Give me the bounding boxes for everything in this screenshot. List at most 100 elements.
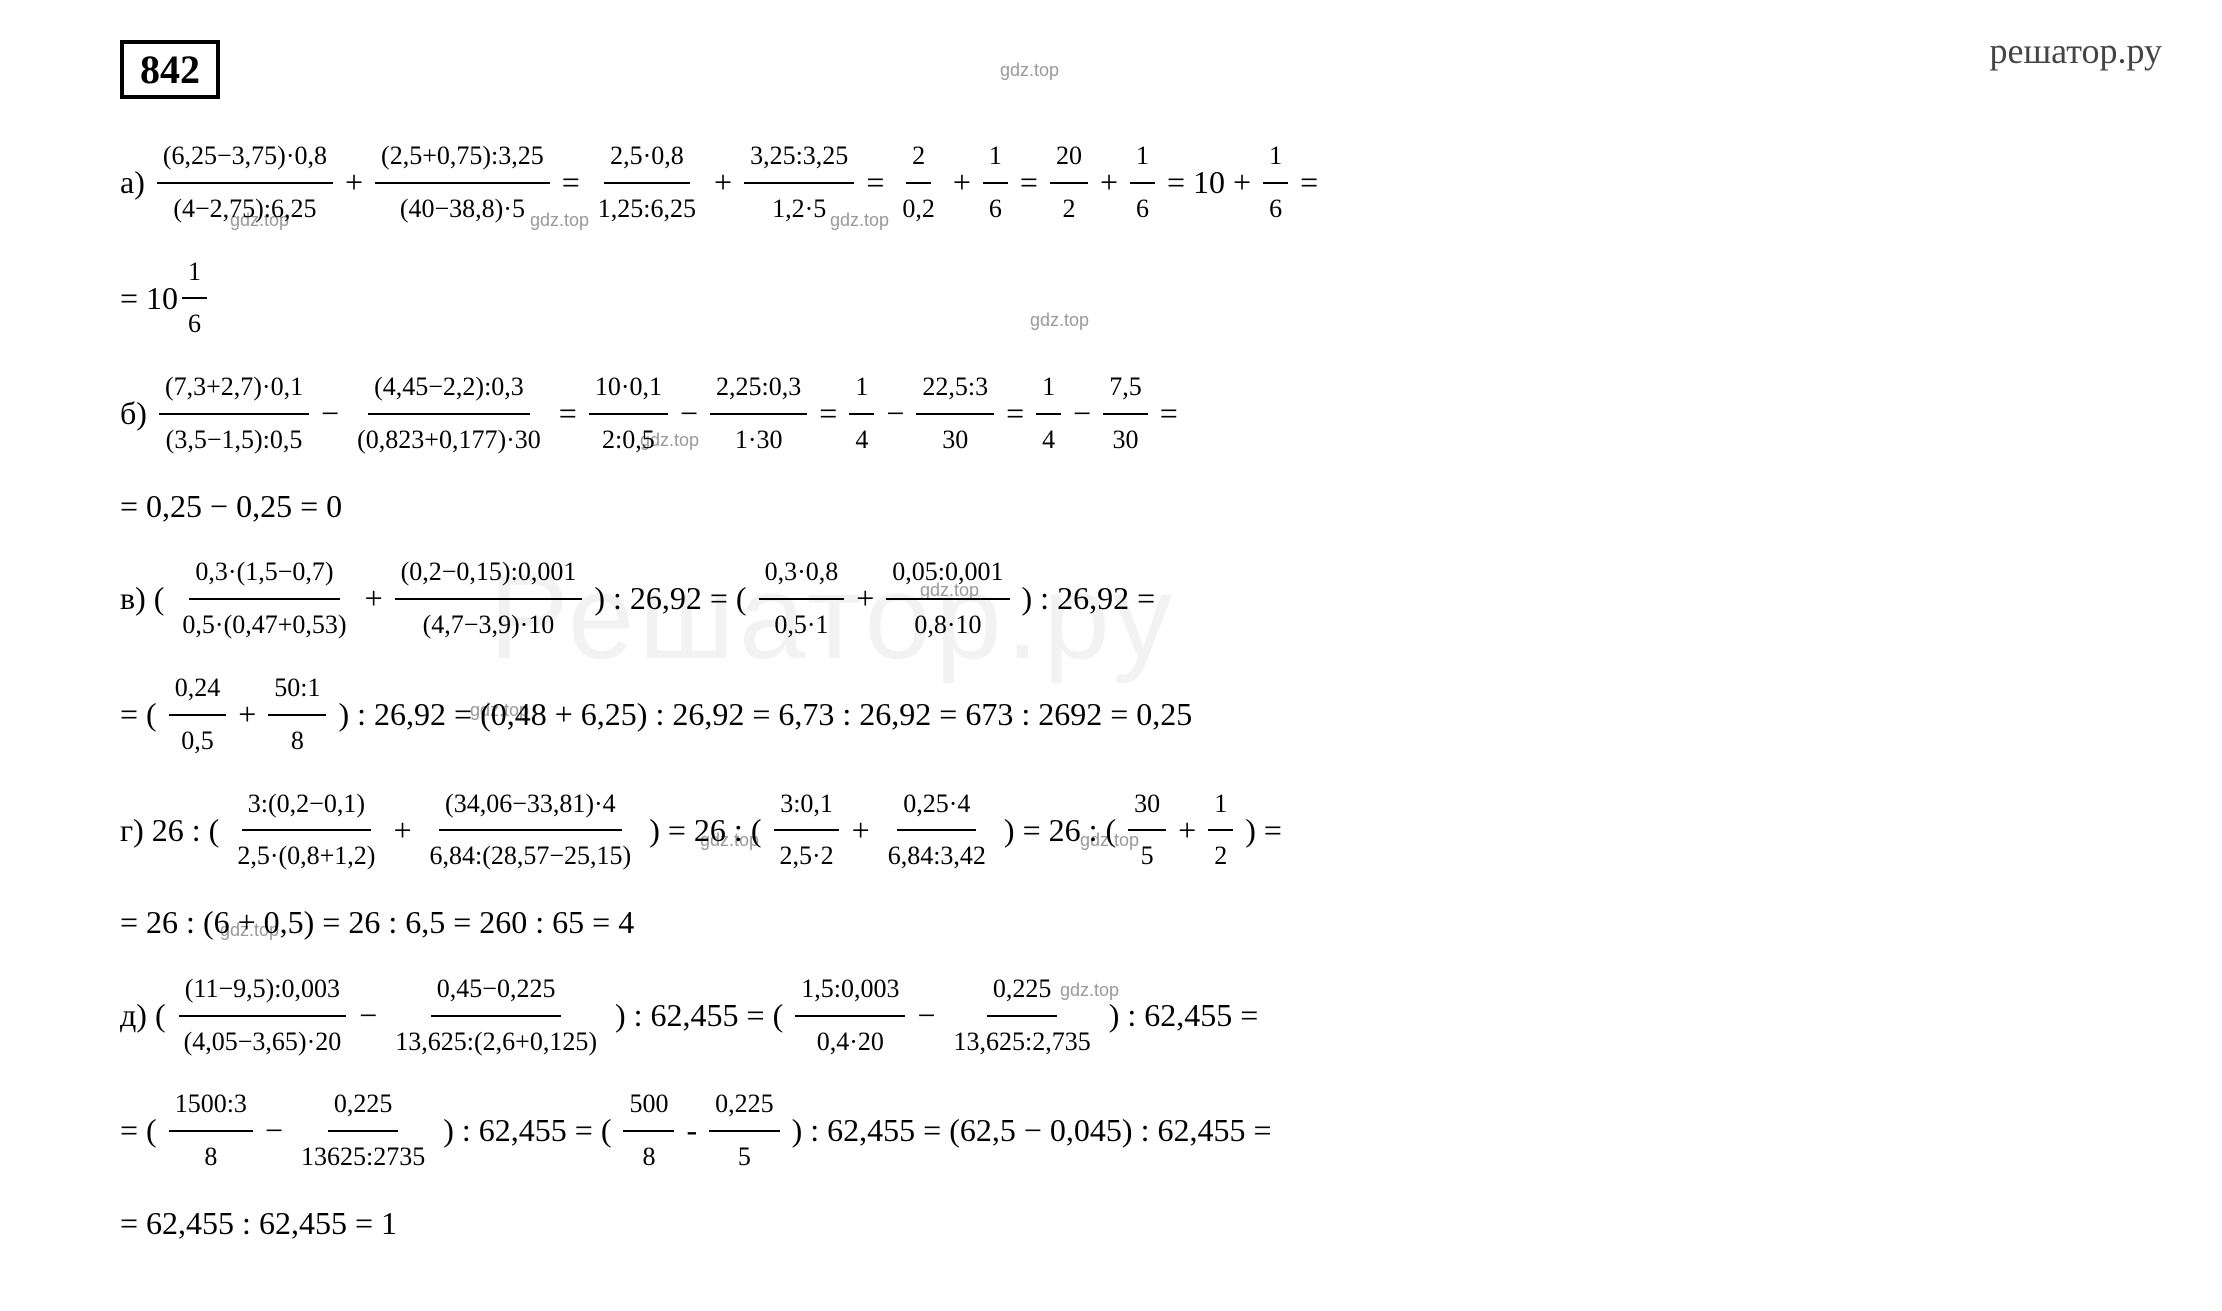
op: -	[686, 1102, 697, 1160]
den: 30	[1106, 415, 1144, 466]
den: 2,5·(0,8+1,2)	[231, 831, 381, 882]
frac: 3,25:3,251,2·5	[744, 131, 854, 235]
num: 1	[1130, 131, 1155, 184]
part-e-line3: = 62,455 : 62,455 = 1	[120, 1195, 2102, 1253]
num: (2,5+0,75):3,25	[375, 131, 550, 184]
text: ) : 26,92 =	[1022, 570, 1156, 628]
frac: 0,05:0,0010,8·10	[886, 547, 1009, 651]
frac: 1,5:0,0030,4·20	[795, 964, 905, 1068]
num: 3:0,1	[774, 779, 839, 832]
den: 1,25:6,25	[592, 184, 702, 235]
frac: 5008	[623, 1079, 674, 1183]
part-a-line1: а) (6,25−3,75)·0,8(4−2,75):6,25 + (2,5+0…	[120, 131, 2102, 235]
den: 0,4·20	[811, 1017, 890, 1068]
num: (0,2−0,15):0,001	[395, 547, 583, 600]
den: 1·30	[729, 415, 789, 466]
frac: (2,5+0,75):3,25(40−38,8)·5	[375, 131, 550, 235]
part-d-label: г)	[120, 802, 144, 860]
frac: 0,3·0,80,5·1	[759, 547, 845, 651]
num: 1	[1208, 779, 1233, 832]
den: 2:0,5	[596, 415, 661, 466]
op: =	[866, 154, 884, 212]
result: = 26 : (6 + 0,5) = 26 : 6,5 = 260 : 65 =…	[120, 894, 634, 952]
num: 500	[623, 1079, 674, 1132]
frac: (7,3+2,7)·0,1(3,5−1,5):0,5	[159, 362, 309, 466]
op: +	[393, 802, 411, 860]
frac: 305	[1128, 779, 1166, 883]
den: 6	[983, 184, 1008, 235]
part-b-line1: б) (7,3+2,7)·0,1(3,5−1,5):0,5 − (4,45−2,…	[120, 362, 2102, 466]
den: 30	[936, 415, 974, 466]
part-a-line2: = 10 16	[120, 247, 2102, 351]
den: 0,5	[175, 716, 220, 767]
frac: 3:0,12,5·2	[773, 779, 839, 883]
op: +	[1100, 154, 1118, 212]
num: 2,5·0,8	[604, 131, 690, 184]
text: 26 : (	[152, 802, 220, 860]
frac: (6,25−3,75)·0,8(4−2,75):6,25	[157, 131, 333, 235]
den: 2,5·2	[773, 831, 839, 882]
num: 20	[1050, 131, 1088, 184]
frac: 16	[1130, 131, 1155, 235]
frac: 2,25:0,31·30	[710, 362, 807, 466]
num: 0,3·(1,5−0,7)	[189, 547, 339, 600]
part-d-line2: = 26 : (6 + 0,5) = 26 : 6,5 = 260 : 65 =…	[120, 894, 2102, 952]
den: 0,2	[896, 184, 941, 235]
frac: (0,2−0,15):0,001(4,7−3,9)·10	[395, 547, 583, 651]
frac: 14	[849, 362, 874, 466]
part-b-line2: = 0,25 − 0,25 = 0	[120, 478, 2102, 536]
op: = 10 +	[1167, 154, 1251, 212]
num: 30	[1128, 779, 1166, 832]
frac: 16	[1263, 131, 1288, 235]
num: 10·0,1	[589, 362, 668, 415]
num: 50:1	[268, 663, 326, 716]
text: ) : 62,455 =	[1109, 987, 1259, 1045]
part-e-line1: д) ( (11−9,5):0,003(4,05−3,65)·20 − 0,45…	[120, 964, 2102, 1068]
num: 2,25:0,3	[710, 362, 807, 415]
part-e-line2: = ( 1500:38 − 0,22513625:2735 ) : 62,455…	[120, 1079, 2102, 1183]
frac: 50:18	[268, 663, 326, 767]
op: =	[1020, 154, 1038, 212]
op: +	[856, 570, 874, 628]
num: 0,24	[169, 663, 227, 716]
den: 13,625:(2,6+0,125)	[389, 1017, 603, 1068]
den: 5	[732, 1132, 757, 1183]
num: 0,225	[987, 964, 1058, 1017]
frac: 14	[1036, 362, 1061, 466]
num: 0,3·0,8	[759, 547, 845, 600]
den: 8	[285, 716, 310, 767]
num: 7,5	[1103, 362, 1148, 415]
frac: (11−9,5):0,003(4,05−3,65)·20	[178, 964, 348, 1068]
den: (40−38,8)·5	[394, 184, 531, 235]
op: +	[365, 570, 383, 628]
num: (4,45−2,2):0,3	[368, 362, 530, 415]
op: −	[917, 987, 935, 1045]
frac: 0,22513625:2735	[295, 1079, 431, 1183]
den: (3,5−1,5):0,5	[160, 415, 309, 466]
result: = 0,25 − 0,25 = 0	[120, 478, 342, 536]
op: =	[1160, 385, 1178, 443]
op: −	[680, 385, 698, 443]
frac: 0,3·(1,5−0,7)0,5·(0,47+0,53)	[176, 547, 352, 651]
part-d-line1: г) 26 : ( 3:(0,2−0,1)2,5·(0,8+1,2) + (34…	[120, 779, 2102, 883]
frac: (4,45−2,2):0,3(0,823+0,177)·30	[351, 362, 547, 466]
num: 1	[849, 362, 874, 415]
text: = (	[120, 1102, 157, 1160]
problem-number: 842	[120, 40, 220, 99]
frac: 10·0,12:0,5	[589, 362, 668, 466]
num: 2	[906, 131, 931, 184]
num: 1	[182, 247, 207, 300]
num: 1,5:0,003	[795, 964, 905, 1017]
text: ) : 26,92 = (	[594, 570, 746, 628]
op: −	[321, 385, 339, 443]
den: 6	[1130, 184, 1155, 235]
num: (34,06−33,81)·4	[439, 779, 622, 832]
op: −	[359, 987, 377, 1045]
den: 8	[636, 1132, 661, 1183]
text: ) =	[1245, 802, 1282, 860]
den: (4,7−3,9)·10	[417, 600, 561, 651]
num: 0,05:0,001	[886, 547, 1009, 600]
den: 4	[1036, 415, 1061, 466]
text: ) : 26,92 = (0,48 + 6,25) : 26,92 = 6,73…	[338, 686, 1192, 744]
op: −	[1073, 385, 1091, 443]
